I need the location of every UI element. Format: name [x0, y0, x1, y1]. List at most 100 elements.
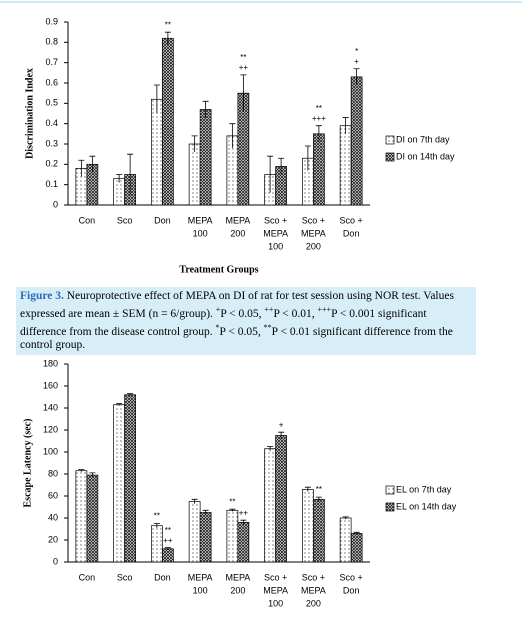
error-bar [353, 68, 360, 86]
legend-label: EL on 7th day [396, 484, 452, 494]
bar [75, 470, 88, 563]
caption-text: P < 0.01 significant difference from the… [20, 325, 453, 351]
error-bar [127, 153, 134, 195]
x-tick-label: Sco + [264, 572, 287, 582]
bar [188, 143, 201, 206]
bar [199, 109, 212, 206]
x-tick-label: 200 [306, 598, 321, 608]
bar [339, 517, 352, 563]
error-bar [153, 523, 160, 528]
caption-label: Figure 3. [20, 290, 64, 302]
error-bar [267, 155, 274, 193]
significance-marker: ** [165, 526, 171, 535]
bar [339, 125, 352, 206]
error-bar [116, 403, 123, 406]
x-tick-label: Sco + [302, 215, 325, 225]
bar [86, 474, 99, 563]
caption-text: ++ [264, 305, 274, 314]
y-tick-label: 0.8 [45, 37, 58, 47]
caption-text: P < 0.05, [220, 307, 265, 320]
bar [113, 404, 125, 563]
y-tick-label: 0.1 [45, 179, 58, 189]
x-tick-label: 100 [193, 228, 208, 238]
x-tick-label: Sco [117, 215, 133, 225]
caption-text: P < 0.05, [219, 325, 264, 338]
significance-marker: ** [316, 104, 322, 113]
error-bar [229, 123, 236, 149]
caption-text: P < 0.001 significant difference from th… [20, 307, 427, 338]
bar [264, 448, 276, 563]
bar [350, 533, 363, 563]
error-bar [304, 486, 311, 492]
error-bar [342, 516, 349, 520]
x-tick-label: 200 [230, 585, 245, 595]
x-tick-label: Sco [117, 572, 133, 582]
x-tick-label: Sco + [302, 572, 325, 582]
bar [162, 37, 174, 206]
caption-text: * [215, 322, 220, 332]
x-tick-label: MEPA [263, 228, 288, 238]
caption-text: + [215, 305, 221, 314]
error-bar [240, 74, 247, 112]
error-bar [153, 84, 160, 114]
y-tick-label: 0.6 [45, 77, 58, 87]
error-bar [278, 157, 285, 175]
error-bar [116, 174, 123, 183]
significance-marker: ** [229, 497, 235, 506]
y-tick-label: 60 [48, 490, 58, 500]
x-tick-label: 100 [268, 241, 283, 251]
x-tick-label: Sco + [339, 215, 362, 225]
bar [226, 509, 239, 563]
error-bar [304, 145, 311, 171]
legend-swatch [385, 135, 395, 145]
error-bar [202, 509, 209, 515]
error-bar [342, 117, 349, 134]
x-tick-label: MEPA [225, 215, 250, 225]
bar [199, 512, 212, 563]
legend-label: DI on 7th day [396, 134, 450, 144]
x-tick-label: 100 [193, 585, 208, 595]
error-bar [353, 531, 360, 535]
y-tick-label: 180 [43, 358, 58, 368]
error-bar [78, 159, 85, 177]
significance-marker: ** [240, 53, 246, 62]
significance-marker: ** [316, 485, 322, 494]
bar [313, 133, 325, 206]
legend-swatch [385, 485, 395, 495]
x-tick-label: MEPA [301, 585, 326, 595]
x-axis-title: Treatment Groups [179, 264, 258, 275]
x-tick-label: Don [343, 228, 360, 238]
x-tick-label: Con [79, 215, 96, 225]
bar [124, 394, 136, 563]
y-axis-title: Escape Latency (sec) [22, 419, 33, 508]
legend-swatch [385, 502, 395, 512]
y-tick-label: 100 [43, 446, 58, 456]
error-bar [164, 31, 171, 45]
bar [350, 76, 363, 206]
x-tick-label: Don [154, 215, 171, 225]
x-tick-label: Sco + [339, 572, 362, 582]
x-tick-label: MEPA [225, 572, 250, 582]
error-bar [267, 446, 274, 451]
y-tick-label: 0.5 [45, 98, 58, 108]
bar [151, 525, 163, 563]
legend-swatch [385, 152, 395, 162]
bar [302, 489, 314, 563]
bar [162, 548, 174, 563]
x-tick-label: Don [343, 585, 360, 595]
error-bar [164, 547, 171, 550]
significance-marker: * [355, 47, 358, 56]
error-bar [191, 135, 198, 153]
significance-marker: + [354, 57, 359, 66]
legend-label: DI on 14th day [396, 151, 455, 161]
y-tick-label: 0 [53, 199, 58, 209]
figure-caption: Figure 3. Neuroprotective effect of MEPA… [16, 287, 476, 355]
x-tick-label: Con [79, 572, 96, 582]
x-tick-label: Sco + [264, 215, 287, 225]
error-bar [89, 155, 96, 173]
error-bar [202, 100, 209, 118]
y-tick-label: 0.2 [45, 159, 58, 169]
bar [313, 498, 325, 563]
error-bar [78, 469, 85, 472]
